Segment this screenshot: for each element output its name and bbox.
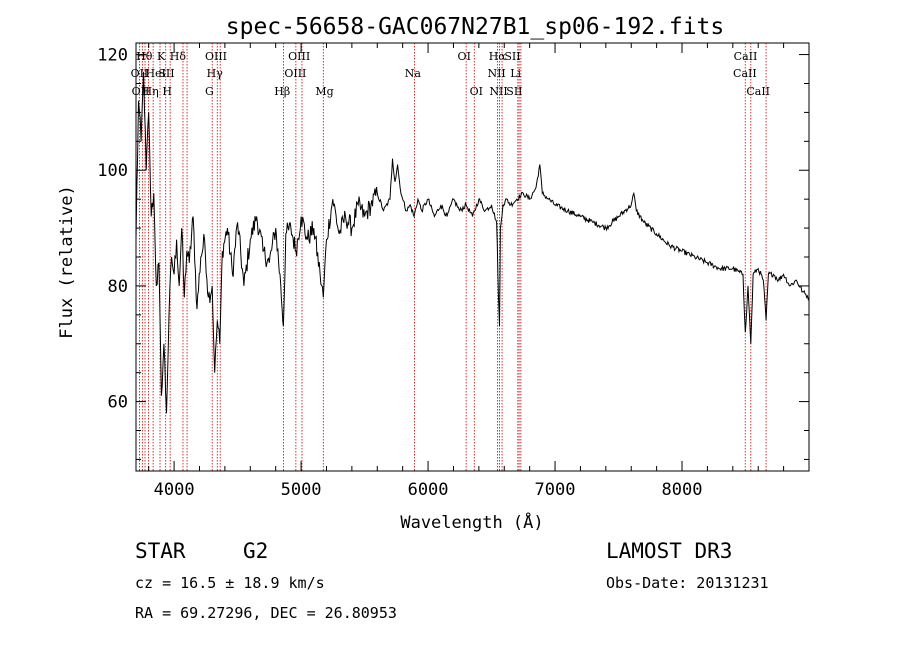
x-tick-label-8000: 8000 (662, 480, 703, 500)
x-axis-label: Wavelength (Å) (400, 511, 543, 533)
y-tick-label-120: 120 (97, 46, 128, 66)
line-label-15: OIII (288, 50, 310, 63)
survey-name: LAMOST DR3 (606, 539, 733, 563)
line-label-19: OI (470, 85, 483, 98)
line-marker-layer (139, 43, 767, 471)
chart-title: spec-56658-GAC067N27B1_sp06-192.fits (226, 14, 725, 40)
line-label-10: G (205, 85, 214, 98)
line-label-11: Hγ (207, 67, 224, 80)
plot-frame (135, 42, 810, 472)
line-label-16: Mg (315, 85, 333, 98)
redshift-cz: cz = 16.5 ± 18.9 km/s (135, 574, 325, 592)
x-tick-label-6000: 6000 (408, 480, 449, 500)
line-label-21: Hα (489, 50, 507, 63)
line-label-27: CaII (734, 50, 758, 63)
line-label-18: OI (458, 50, 471, 63)
line-label-17: Na (405, 67, 422, 80)
line-label-14: OIII (284, 67, 306, 80)
x-tick-label-4000: 4000 (154, 480, 195, 500)
line-label-layer: OIIHθOIIHηHeISIIKHHδGHγOIIIHβOIIIOIIIMgN… (131, 50, 770, 98)
line-label-7: H (162, 85, 172, 98)
line-label-12: OIII (205, 50, 227, 63)
coordinates: RA = 69.27296, DEC = 26.80953 (135, 604, 397, 622)
line-label-2: OII (132, 85, 150, 98)
line-label-4: HeI (145, 67, 165, 80)
y-tick-label-60: 60 (108, 393, 128, 413)
x-tick-label-7000: 7000 (535, 480, 576, 500)
spectrum-layer (135, 71, 810, 414)
line-label-3: Hη (143, 85, 159, 98)
object-subclass: G2 (243, 539, 269, 563)
spectrum-line (135, 71, 810, 414)
object-class: STAR (135, 539, 186, 563)
line-label-9: Hδ (170, 50, 187, 63)
y-tick-label-80: 80 (108, 277, 128, 297)
axis-ticks: 4000 5000 6000 7000 8000 60 80 100 120 (97, 43, 809, 500)
line-label-23: Li (510, 67, 521, 80)
line-label-22: NII (489, 85, 507, 98)
line-label-13: Hβ (274, 85, 290, 98)
line-label-24: SII (504, 50, 520, 63)
line-label-5: SII (158, 67, 174, 80)
line-label-6: K (157, 50, 166, 63)
line-label-26: CaII (733, 67, 757, 80)
line-label-1: Hθ (136, 50, 153, 63)
x-tick-label-5000: 5000 (281, 480, 322, 500)
obs-date: Obs-Date: 20131231 (606, 574, 769, 592)
line-label-20: NII (487, 67, 505, 80)
line-label-25: SII (506, 85, 522, 98)
y-tick-label-100: 100 (97, 161, 128, 181)
line-label-28: CaII (746, 85, 770, 98)
line-label-0: OII (131, 67, 149, 80)
y-axis-label: Flux (relative) (57, 185, 77, 339)
